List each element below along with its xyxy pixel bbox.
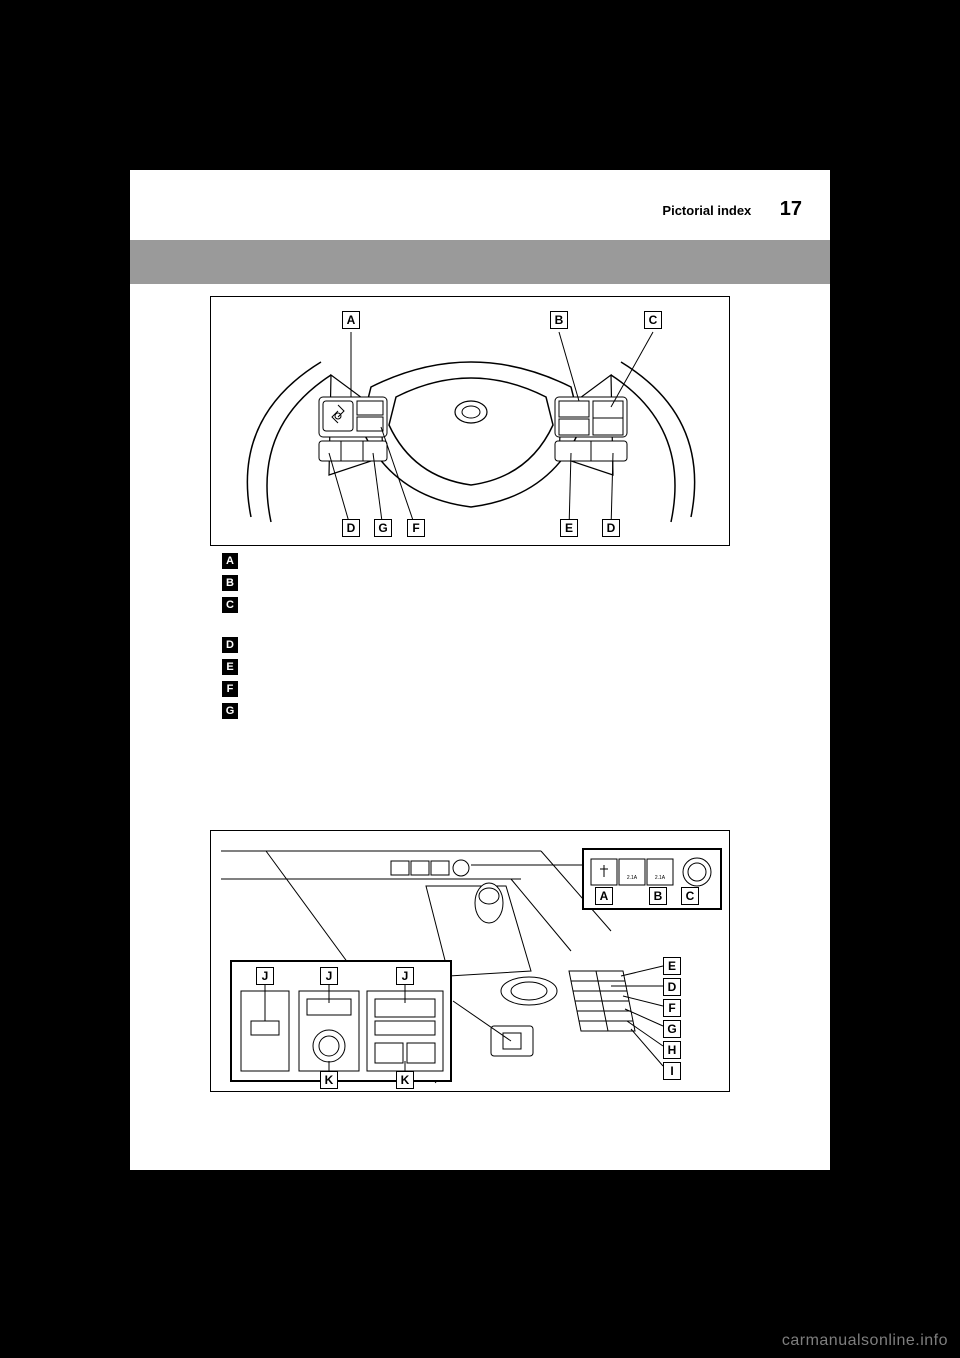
legend-item: D: [222, 636, 246, 654]
callout-a: A: [342, 311, 360, 329]
callout-fig2-d: D: [663, 978, 681, 996]
svg-text:2.1A: 2.1A: [627, 875, 638, 881]
legend-item: F: [222, 680, 246, 698]
callout-fig2-g: G: [663, 1020, 681, 1038]
legend-item: G: [222, 702, 246, 720]
callout-fig2-j1: J: [256, 967, 274, 985]
header-top-row: Pictorial index 17: [130, 190, 830, 221]
legend-list: A B C D E F G: [222, 552, 246, 724]
svg-text:2.1A: 2.1A: [655, 875, 666, 881]
header-grey-bar: [130, 240, 830, 284]
steering-wheel-illustration: [211, 297, 731, 547]
callout-fig2-c: C: [681, 887, 699, 905]
page-number: 17: [780, 198, 802, 220]
callout-fig2-i: I: [663, 1062, 681, 1080]
center-console-illustration: 2.1A 2.1A: [211, 831, 731, 1093]
legend-box-c: C: [222, 597, 238, 613]
callout-fig2-f: F: [663, 999, 681, 1017]
callout-fig2-a: A: [595, 887, 613, 905]
legend-box-e: E: [222, 659, 238, 675]
figure-steering-wheel: A B C D G F E D: [210, 296, 730, 546]
figure-center-console: 2.1A 2.1A: [210, 830, 730, 1092]
legend-item: A: [222, 552, 246, 570]
section-title: Pictorial index: [662, 203, 751, 218]
callout-c: C: [644, 311, 662, 329]
callout-g: G: [374, 519, 392, 537]
callout-f: F: [407, 519, 425, 537]
legend-box-b: B: [222, 575, 238, 591]
legend-box-d: D: [222, 637, 238, 653]
legend-box-g: G: [222, 703, 238, 719]
right-callout-stack: E D F G H I: [663, 957, 681, 1080]
callout-d-right: D: [602, 519, 620, 537]
legend-box-a: A: [222, 553, 238, 569]
legend-item: E: [222, 658, 246, 676]
callout-fig2-e: E: [663, 957, 681, 975]
legend-item: C: [222, 596, 246, 614]
callout-fig2-k2: K: [396, 1071, 414, 1089]
callout-d-left: D: [342, 519, 360, 537]
callout-fig2-k1: K: [320, 1071, 338, 1089]
callout-fig2-j3: J: [396, 967, 414, 985]
callout-fig2-h: H: [663, 1041, 681, 1059]
watermark-text: carmanualsonline.info: [782, 1332, 948, 1350]
callout-fig2-j2: J: [320, 967, 338, 985]
callout-b: B: [550, 311, 568, 329]
callout-fig2-b: B: [649, 887, 667, 905]
manual-page: Pictorial index 17: [130, 170, 830, 1170]
callout-e: E: [560, 519, 578, 537]
legend-spacer: [222, 618, 246, 636]
legend-item: B: [222, 574, 246, 592]
legend-box-f: F: [222, 681, 238, 697]
